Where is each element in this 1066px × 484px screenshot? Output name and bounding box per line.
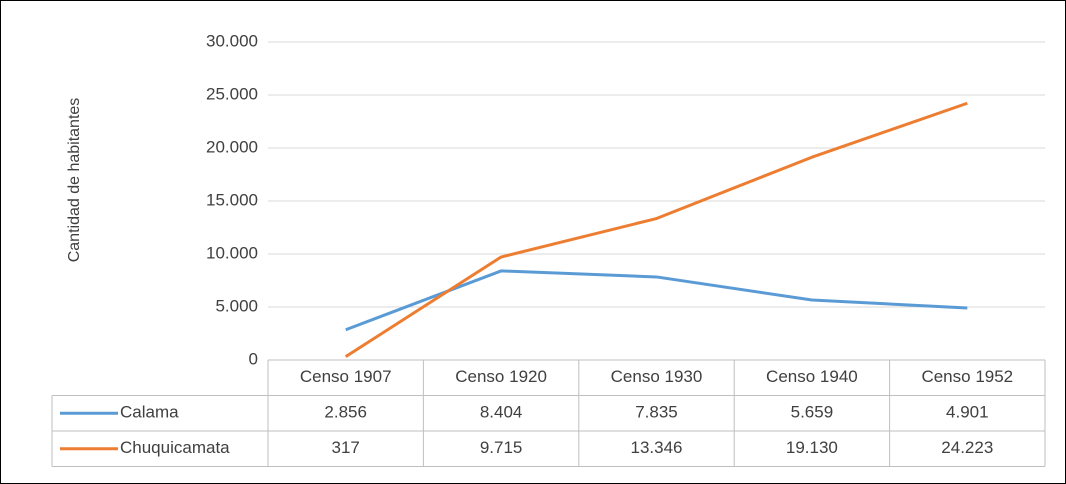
table-value: 5.659 xyxy=(791,403,834,422)
legend-label: Chuquicamata xyxy=(120,438,230,457)
table-value: 7.835 xyxy=(635,403,678,422)
y-tick-label: 5.000 xyxy=(215,296,258,315)
table-value: 4.901 xyxy=(946,403,989,422)
y-tick-label: 10.000 xyxy=(206,243,258,262)
x-tick-label: Censo 1920 xyxy=(455,367,547,386)
y-tick-label: 30.000 xyxy=(206,31,258,50)
series-line xyxy=(344,101,968,358)
x-tick-label: Censo 1952 xyxy=(921,367,1013,386)
table-value: 317 xyxy=(332,438,360,457)
y-tick-label: 0 xyxy=(249,349,258,368)
table-value: 24.223 xyxy=(941,438,993,457)
legend-label: Calama xyxy=(120,403,179,422)
y-axis-title: Cantidad de habitantes xyxy=(66,98,83,263)
x-tick-label: Censo 1940 xyxy=(766,367,858,386)
table-value: 8.404 xyxy=(480,403,523,422)
table-value: 2.856 xyxy=(324,403,367,422)
table-value: 13.346 xyxy=(631,438,683,457)
y-tick-label: 15.000 xyxy=(206,190,258,209)
table-value: 9.715 xyxy=(480,438,523,457)
y-tick-label: 25.000 xyxy=(206,84,258,103)
x-tick-label: Censo 1930 xyxy=(611,367,703,386)
x-tick-label: Censo 1907 xyxy=(300,367,392,386)
table-value: 19.130 xyxy=(786,438,838,457)
y-tick-label: 20.000 xyxy=(206,137,258,156)
